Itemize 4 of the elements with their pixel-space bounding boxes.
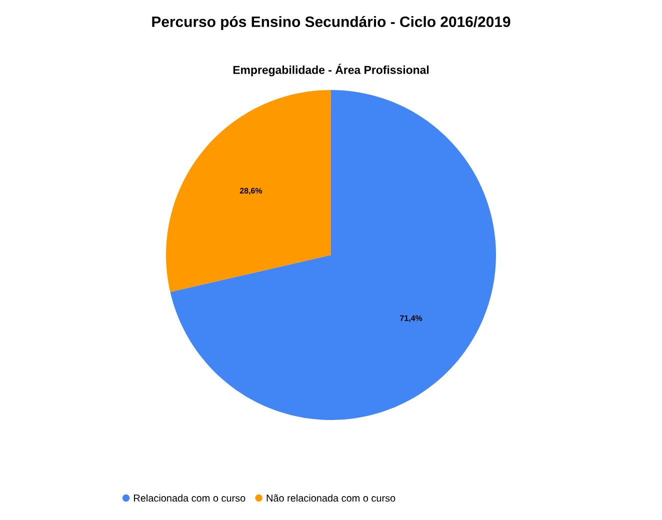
chart-title: Percurso pós Ensino Secundário - Ciclo 2016/2019 bbox=[152, 16, 510, 30]
chart-subtitle: Empregabilidade - Área Profissional bbox=[233, 64, 429, 76]
legend-label: Não relacionada com o curso bbox=[266, 494, 396, 502]
legend-label: Relacionada com o curso bbox=[134, 494, 246, 502]
